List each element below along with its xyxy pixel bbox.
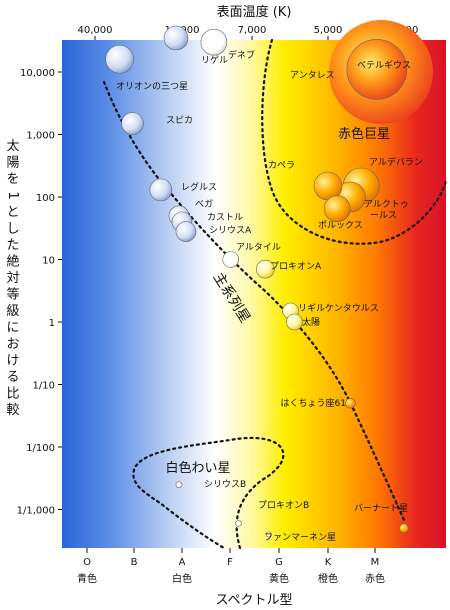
x-axis-tick-label: G xyxy=(275,557,283,568)
y-axis-title-char: 絶 xyxy=(6,254,19,270)
y-axis-title-char: 級 xyxy=(6,304,19,319)
star-30d730ed30ad30aa30f341 xyxy=(255,259,275,279)
y-axis-title-char: し xyxy=(6,222,19,237)
y-axis-tick-label: 1/10 xyxy=(33,381,55,392)
y-axis-title-char: 対 xyxy=(6,271,19,286)
y-axis-title-char: に xyxy=(6,321,19,336)
y-axis-title-char: 陽 xyxy=(6,156,19,171)
star-label: ベガ xyxy=(195,199,213,210)
star-30b930d430ab xyxy=(121,112,144,135)
star-30aa30ea30aa30f3306e4e093064661f xyxy=(105,44,134,74)
star-label: アンタレス xyxy=(290,70,335,81)
x-axis-tick-label: B xyxy=(131,557,138,568)
y-axis-tick-label: 10,000 xyxy=(20,68,55,79)
star-30dd30eb30c330af30b9 xyxy=(323,195,351,222)
star-label: リゲル xyxy=(201,54,228,66)
star-label: オリオンの三つ星 xyxy=(116,81,188,92)
star-30a230f330bf30ec30b9 xyxy=(346,39,408,100)
star-30d030fc30ca30fc30c9661f xyxy=(399,523,409,534)
star-30a230eb30bf30a430eb xyxy=(222,251,240,268)
y-axis-title-char: 等 xyxy=(6,287,19,303)
star-label: アルクトゥールス xyxy=(364,199,409,221)
star-label: カストル xyxy=(207,212,243,223)
star-label: スピカ xyxy=(166,115,193,126)
x-axis-tick-label: O xyxy=(83,557,91,568)
star-30d530a130f330de30fc30cd30f3661f xyxy=(265,531,272,538)
star-label: ベテルギウス xyxy=(357,60,411,71)
x-axis-tick-label: M xyxy=(371,557,380,568)
red-giants-boundary xyxy=(261,38,448,245)
y-axis-tick-label: 1 xyxy=(49,318,55,329)
y-axis-title-char: 較 xyxy=(6,403,19,418)
region-label-red-giants: 赤色巨星 xyxy=(338,126,390,142)
spectral-color-name: 白色 xyxy=(172,572,192,585)
top-axis-title: 表面温度 (K) xyxy=(217,4,292,20)
star-592a967d xyxy=(286,313,303,331)
star-label: アルタイル xyxy=(236,242,281,253)
y-axis-tick-label: 100 xyxy=(36,193,55,204)
y-axis-tick-label: 10 xyxy=(42,256,55,267)
star-label: プロキオンB xyxy=(258,500,309,511)
y-axis-title-char: 1 xyxy=(5,191,20,199)
region-label-white-dwarfs: 白色わい星 xyxy=(165,460,230,476)
y-axis-title-char: 太 xyxy=(6,139,19,154)
star-30d730ed30ad30aa30f342 xyxy=(235,520,242,527)
star-label: バーナード星 xyxy=(354,503,408,514)
star-label: はくちょう座61 xyxy=(281,397,346,409)
y-axis-title-char: を xyxy=(6,172,19,187)
y-axis-tick-label: 1/100 xyxy=(26,443,55,454)
star-label: アルデバラン xyxy=(369,156,423,168)
top-axis-tick-label: 5,000 xyxy=(314,25,343,36)
star-label: プロキオンA xyxy=(270,261,322,272)
star-label: デネブ xyxy=(228,49,255,61)
star-label: リギルケンタウルス xyxy=(298,303,379,314)
x-axis-title: スペクトル型 xyxy=(215,593,292,608)
spectral-color-name: 青色 xyxy=(77,572,97,585)
y-axis-title-char: と xyxy=(6,205,19,220)
star-label: シリウスA xyxy=(209,225,252,236)
spectral-color-name: 黄色 xyxy=(269,572,289,585)
star-label: ポルックス xyxy=(318,220,363,231)
top-axis-tick-label: 7,000 xyxy=(238,25,267,36)
star-30b730ea30a630b941 xyxy=(175,221,197,242)
y-axis-tick-label: 1/1,000 xyxy=(17,506,55,517)
spectral-color-name: 橙色 xyxy=(318,572,338,585)
star-label: カペラ xyxy=(268,160,295,171)
top-axis-tick-label: 40,000 xyxy=(78,25,113,36)
white-dwarfs-boundary xyxy=(132,436,285,550)
x-axis-tick-label: F xyxy=(227,557,233,568)
star-30b730ea30a630b942 xyxy=(175,481,183,488)
star-label: ファンマーネン星 xyxy=(264,532,336,543)
y-axis-title-char: お xyxy=(6,337,19,352)
x-axis-tick-label: K xyxy=(325,557,332,568)
y-axis-tick-label: 1,000 xyxy=(26,131,55,142)
star-30c730cd30d6 xyxy=(200,28,228,56)
y-axis-title-char: け xyxy=(6,354,19,369)
y-axis-title-char: 比 xyxy=(6,387,19,402)
x-axis-tick-label: A xyxy=(179,557,186,568)
star-30ea30b230eb xyxy=(163,25,189,51)
star-label: シリウスB xyxy=(204,479,246,490)
star-label: 太陽 xyxy=(302,316,320,328)
y-axis-title-char: る xyxy=(6,370,19,385)
star-30ec30b030eb30b9 xyxy=(149,178,173,202)
star-label: レグルス xyxy=(181,181,217,193)
main-sequence-curve xyxy=(102,80,406,522)
star-306f304f3061308730465ea73631 xyxy=(345,398,356,409)
y-axis-title-char: た xyxy=(6,238,19,253)
spectral-color-name: 赤色 xyxy=(365,572,385,585)
